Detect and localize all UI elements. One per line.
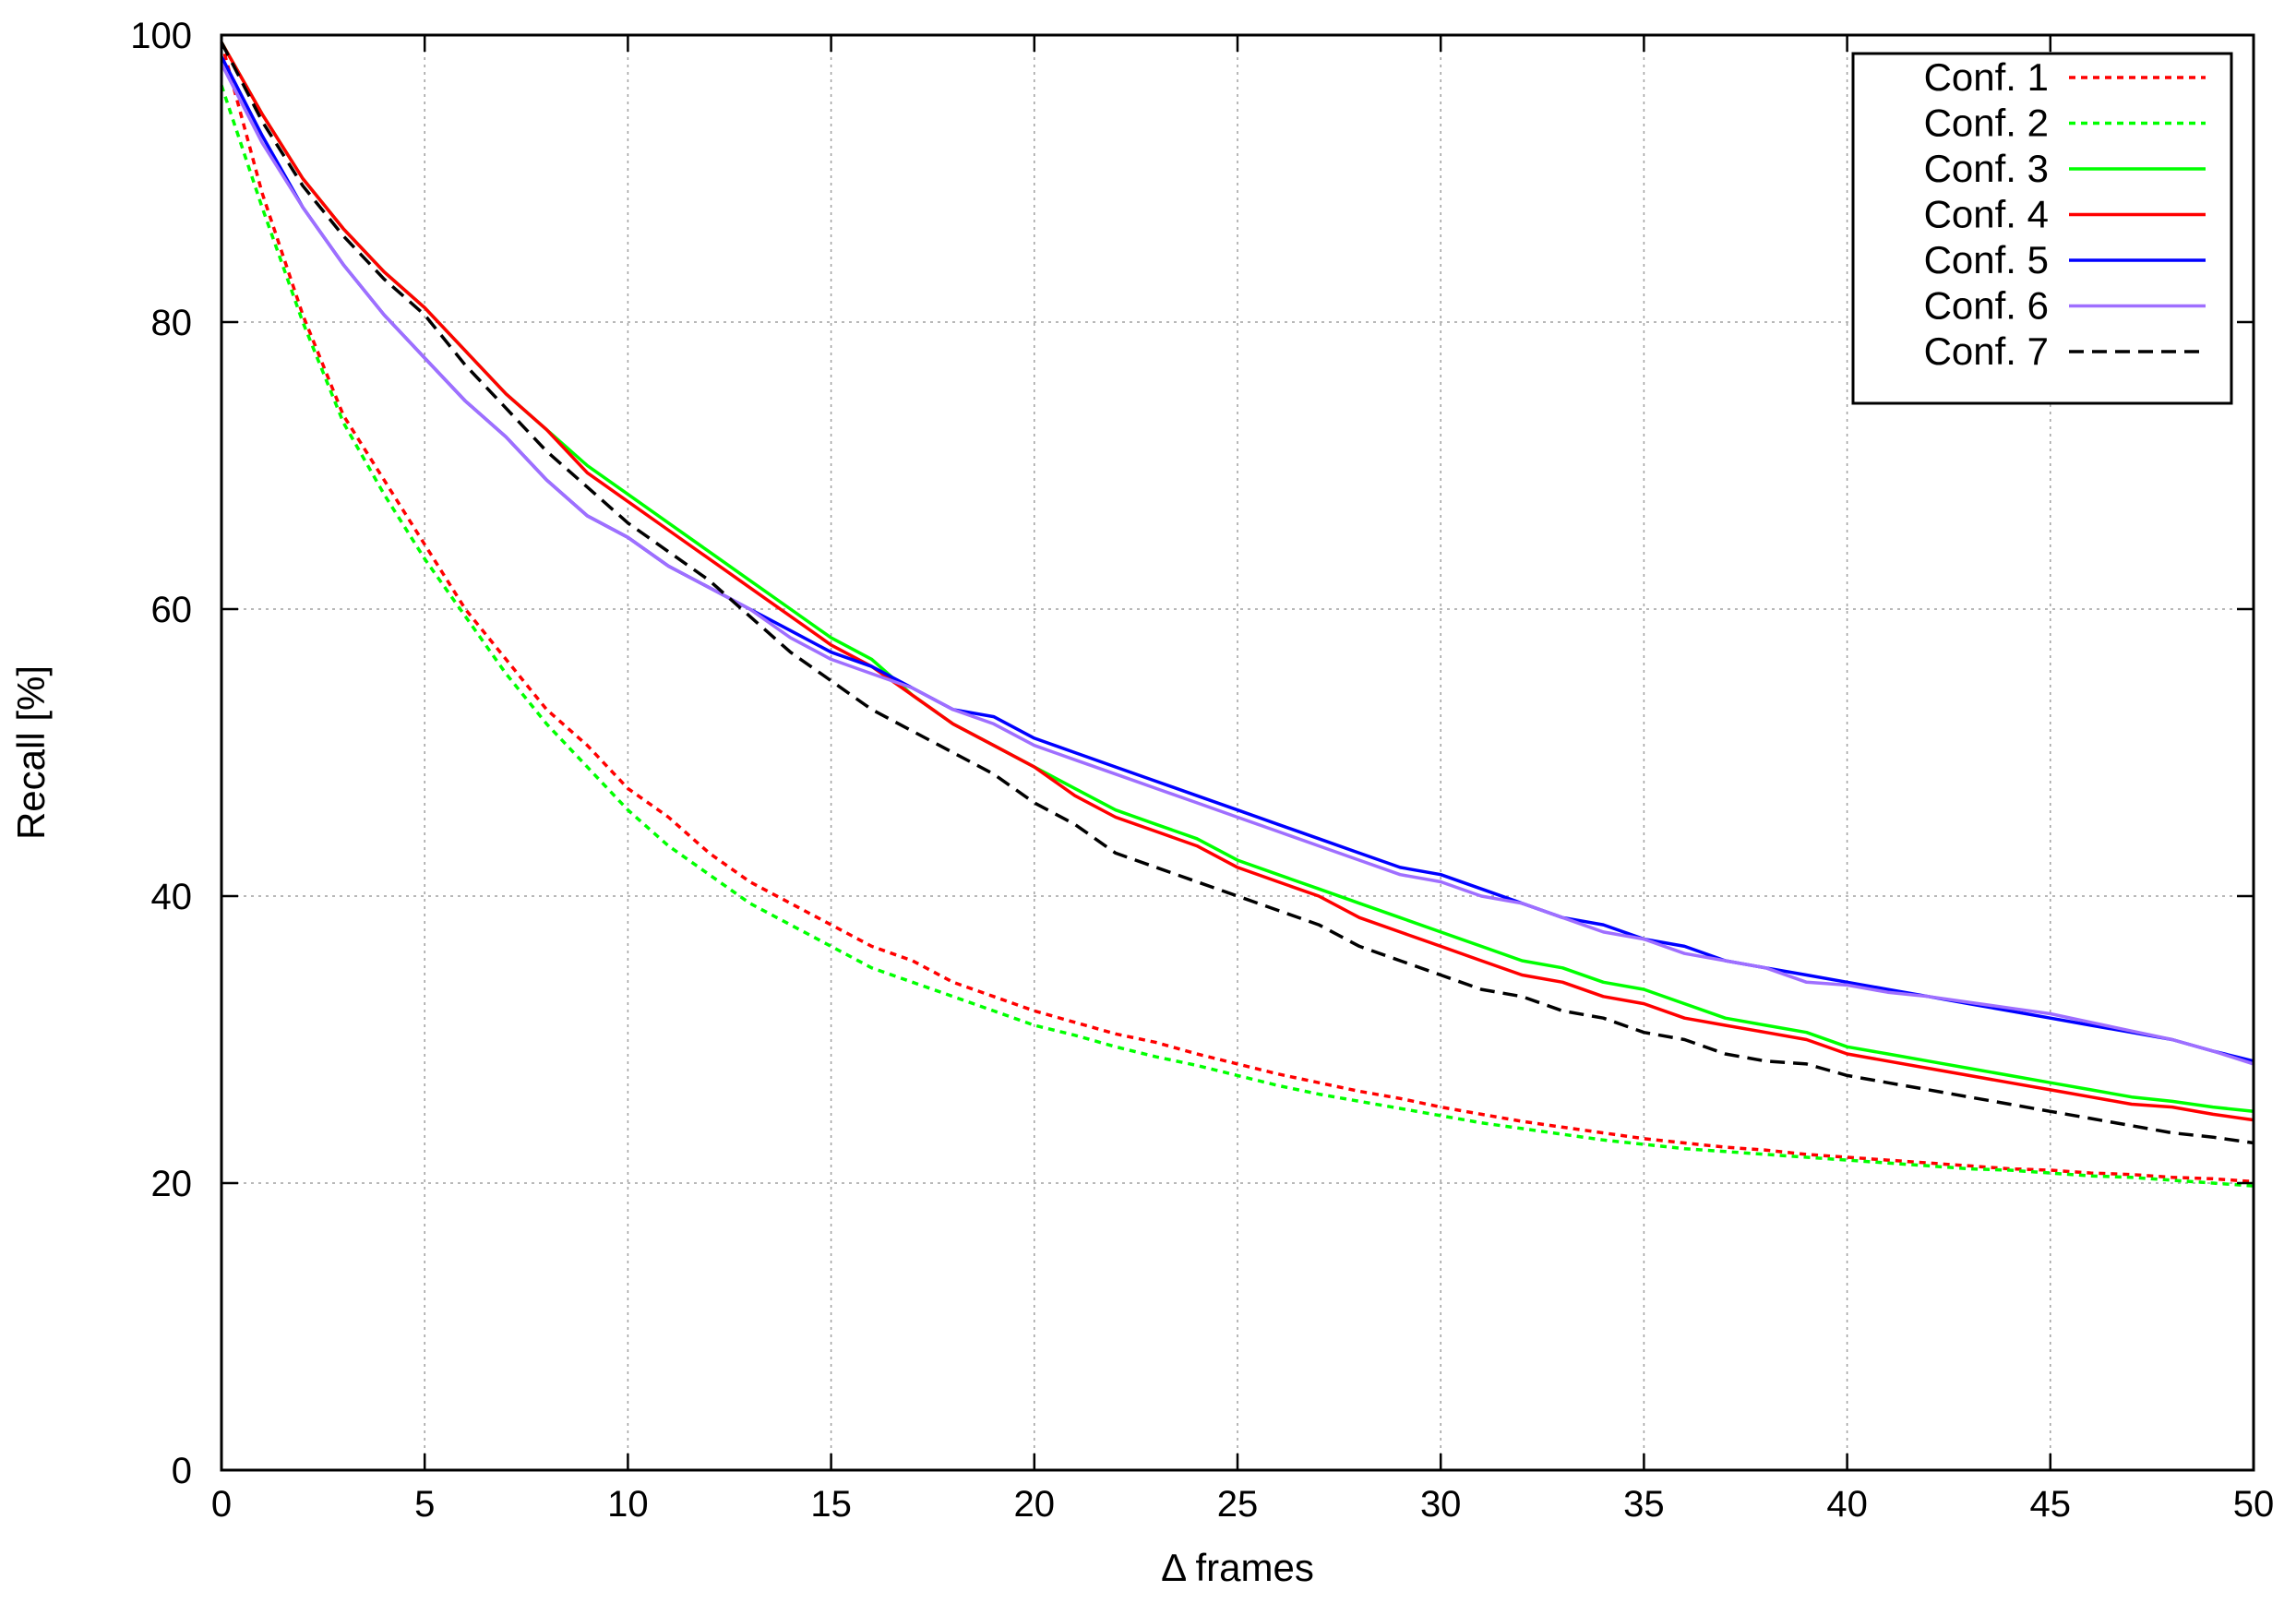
x-tick-label: 35	[1623, 1484, 1665, 1525]
series-lines	[220, 41, 2254, 1188]
legend-label-conf-2: Conf. 2	[1924, 102, 2049, 145]
grid-lines	[221, 35, 2254, 1470]
series-line-conf-3	[220, 41, 2254, 1114]
y-tick-label: 0	[172, 1451, 192, 1491]
y-tick-label: 40	[151, 877, 193, 917]
axis-ticks: 0 5 10 15 20 25 30 35 40 45 50 0 20 40 60 80 100	[130, 16, 2274, 1525]
x-tick-label: 5	[414, 1484, 435, 1525]
x-tick-label: 45	[2030, 1484, 2072, 1525]
y-tick-label: 60	[151, 590, 193, 630]
y-tick-label: 20	[151, 1164, 193, 1204]
series-line-conf-6	[220, 63, 2254, 1066]
legend-label-conf-6: Conf. 6	[1924, 284, 2049, 328]
legend-label-conf-1: Conf. 1	[1924, 55, 2049, 99]
series-line-conf-4	[220, 41, 2254, 1122]
legend-label-conf-3: Conf. 3	[1924, 147, 2049, 190]
series-line-conf-7	[220, 41, 2254, 1145]
series-line-conf-2	[220, 84, 2254, 1188]
x-tick-label: 30	[1420, 1484, 1462, 1525]
legend-label-conf-7: Conf. 7	[1924, 329, 2049, 373]
x-tick-label: 25	[1217, 1484, 1259, 1525]
y-tick-label: 100	[130, 16, 192, 56]
x-tick-label: 20	[1014, 1484, 1056, 1525]
legend-label-conf-4: Conf. 4	[1924, 193, 2049, 236]
legend-label-conf-5: Conf. 5	[1924, 238, 2049, 281]
legend-box	[1851, 52, 2233, 405]
series-line-conf-1	[220, 42, 2254, 1184]
x-tick-label: 15	[810, 1484, 852, 1525]
x-tick-label: 10	[607, 1484, 649, 1525]
x-tick-label: 0	[211, 1484, 232, 1525]
x-tick-label: 50	[2233, 1484, 2275, 1525]
x-axis-title: Δ frames	[1161, 1546, 1314, 1589]
x-tick-label: 40	[1826, 1484, 1868, 1525]
y-axis-title: Recall [%]	[9, 665, 53, 840]
y-tick-label: 80	[151, 303, 193, 343]
